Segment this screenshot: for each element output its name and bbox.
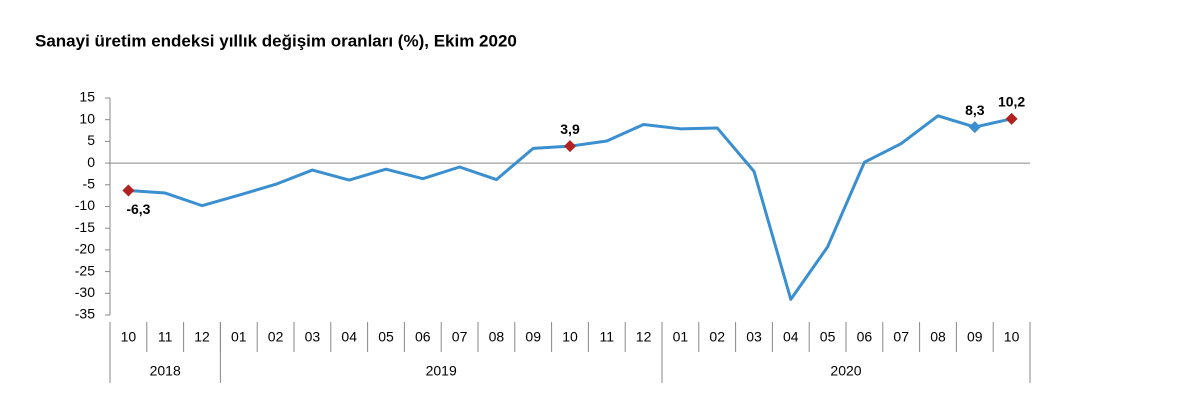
point-marker <box>564 140 576 153</box>
x-tick-label: 02 <box>268 329 284 345</box>
x-tick-label: 01 <box>673 329 689 345</box>
y-tick-label: 5 <box>87 132 95 148</box>
x-tick-label: 01 <box>231 329 247 345</box>
point-marker <box>1005 112 1018 125</box>
y-tick-label: -5 <box>83 176 96 192</box>
y-tick-label: -10 <box>75 197 95 213</box>
x-tick-label: 04 <box>783 329 799 345</box>
x-tick-label: 12 <box>194 329 210 345</box>
point-marker <box>968 121 981 134</box>
x-tick-label: 11 <box>600 329 615 345</box>
value-label: 3,9 <box>560 121 580 137</box>
value-label: 8,3 <box>965 102 985 118</box>
x-tick-label: 06 <box>857 329 873 345</box>
x-tick-label: 06 <box>415 329 431 345</box>
x-tick-label: 09 <box>967 329 983 345</box>
x-tick-label: 09 <box>525 329 541 345</box>
y-tick-label: -35 <box>75 306 95 322</box>
x-tick-label: 05 <box>378 329 394 345</box>
value-label: 10,2 <box>998 94 1025 110</box>
x-tick-label: 02 <box>709 329 725 345</box>
group-label: 2018 <box>150 363 181 379</box>
y-tick-label: -25 <box>75 262 95 278</box>
y-tick-label: 0 <box>87 154 95 170</box>
x-tick-label: 10 <box>1004 329 1020 345</box>
x-tick-label: 07 <box>893 329 909 345</box>
y-tick-label: -30 <box>75 284 95 300</box>
y-tick-label: -15 <box>75 219 95 235</box>
x-tick-label: 08 <box>930 329 946 345</box>
y-tick-label: 10 <box>79 110 95 126</box>
x-tick-label: 03 <box>305 329 321 345</box>
x-tick-label: 10 <box>562 329 578 345</box>
point-marker <box>122 184 135 197</box>
group-label: 2020 <box>830 363 861 379</box>
x-tick-label: 08 <box>489 329 505 345</box>
x-tick-label: 04 <box>341 329 357 345</box>
x-tick-label: 12 <box>636 329 652 345</box>
group-label: 2019 <box>426 363 457 379</box>
x-tick-label: 07 <box>452 329 468 345</box>
x-tick-label: 05 <box>820 329 836 345</box>
value-label: -6,3 <box>126 201 150 217</box>
x-tick-label: 11 <box>158 329 173 345</box>
chart-title: Sanayi üretim endeksi yıllık değişim ora… <box>35 31 517 50</box>
y-tick-label: 15 <box>79 89 95 105</box>
y-tick-label: -20 <box>75 241 95 257</box>
x-tick-label: 03 <box>746 329 762 345</box>
x-tick-label: 10 <box>121 329 137 345</box>
